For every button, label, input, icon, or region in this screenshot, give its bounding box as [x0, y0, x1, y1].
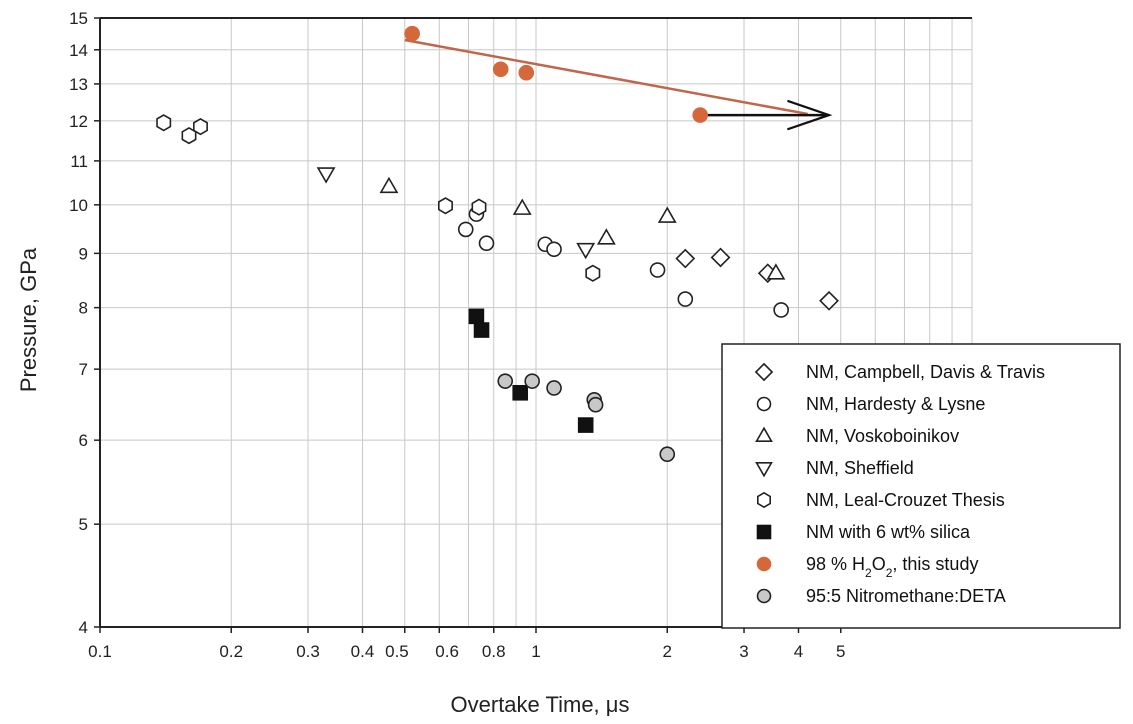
x-tick-label: 0.1: [88, 642, 112, 661]
legend-label: NM, Leal-Crouzet Thesis: [806, 490, 1005, 510]
legend-marker: [757, 491, 771, 509]
data-point: [492, 61, 509, 78]
legend-box: [721, 343, 1121, 629]
y-tick-label: 7: [79, 360, 88, 379]
data-point: [156, 114, 172, 132]
legend-marker: [756, 524, 772, 540]
legend-label: NM, Sheffield: [806, 458, 914, 478]
y-tick-label: 14: [69, 41, 88, 60]
x-tick-label: 0.5: [385, 642, 409, 661]
data-point: [471, 198, 487, 216]
data-point: [766, 263, 786, 280]
y-axis-title: Pressure, GPa: [16, 247, 41, 392]
data-point: [659, 446, 676, 463]
legend-label: NM, Campbell, Davis & Travis: [806, 362, 1045, 382]
data-point: [512, 384, 529, 401]
data-point: [587, 396, 604, 413]
trend-line: [404, 38, 808, 116]
data-point: [710, 247, 731, 268]
x-tick-label: 3: [739, 642, 748, 661]
legend-marker: [755, 461, 773, 478]
y-tick-label: 13: [69, 75, 88, 94]
x-tick-label: 4: [794, 642, 803, 661]
x-tick-label: 0.2: [219, 642, 243, 661]
data-point: [677, 291, 694, 307]
data-point: [692, 107, 708, 123]
x-tick-label: 1: [531, 642, 540, 661]
legend-label: 98 % H2O2, this study: [806, 554, 978, 580]
data-point: [497, 373, 514, 389]
data-point: [193, 117, 208, 136]
data-point: [546, 241, 562, 258]
data-point: [404, 25, 420, 42]
points-layer: [156, 25, 839, 463]
annotation-layer: [404, 38, 833, 131]
y-tick-label: 10: [69, 196, 88, 215]
data-point: [546, 380, 562, 396]
data-point: [478, 235, 495, 252]
data-point: [649, 262, 666, 278]
data-point: [773, 302, 789, 318]
y-tick-label: 12: [69, 112, 88, 131]
y-tick-label: 5: [79, 515, 88, 534]
y-tick-label: 8: [79, 299, 88, 318]
data-point: [468, 308, 485, 325]
legend-marker: [756, 588, 772, 604]
y-tick-label: 6: [79, 431, 88, 450]
legend-marker: [755, 426, 773, 443]
data-point: [576, 242, 596, 260]
x-axis-title: Overtake Time, μs: [451, 692, 630, 717]
x-tick-label: 0.4: [351, 642, 375, 661]
legend-label: 95:5 Nitromethane:DETA: [806, 586, 1006, 606]
arrow-head: [787, 99, 833, 131]
data-point: [518, 64, 535, 81]
data-point: [438, 197, 453, 215]
x-tick-label: 0.3: [296, 642, 320, 661]
y-tick-label: 4: [79, 618, 88, 637]
legend-label: NM, Hardesty & Lysne: [806, 394, 985, 414]
y-tick-label: 15: [69, 9, 88, 28]
legend-label: NM with 6 wt% silica: [806, 522, 971, 542]
legend-marker: [756, 396, 772, 412]
x-tick-label: 5: [836, 642, 845, 661]
data-point: [316, 167, 336, 184]
y-tick-label: 9: [79, 244, 88, 263]
x-tick-label: 0.6: [435, 642, 459, 661]
data-point: [473, 322, 490, 338]
data-point: [657, 206, 677, 223]
legend: NM, Campbell, Davis & Travis NM, Hardesty…: [721, 343, 1121, 629]
x-tick-label: 2: [663, 642, 672, 661]
data-point: [524, 373, 540, 389]
data-point: [379, 176, 399, 194]
data-point: [585, 264, 601, 282]
legend-marker: [756, 556, 772, 572]
x-tick-label: 0.8: [482, 642, 506, 661]
data-point: [512, 198, 532, 215]
data-point: [596, 228, 616, 245]
data-point: [577, 417, 594, 433]
y-tick-label: 11: [70, 152, 88, 171]
data-point: [819, 290, 839, 311]
data-point: [457, 221, 474, 238]
legend-label: NM, Voskoboinikov: [806, 426, 959, 446]
data-point: [675, 248, 696, 269]
legend-marker: [754, 362, 774, 382]
